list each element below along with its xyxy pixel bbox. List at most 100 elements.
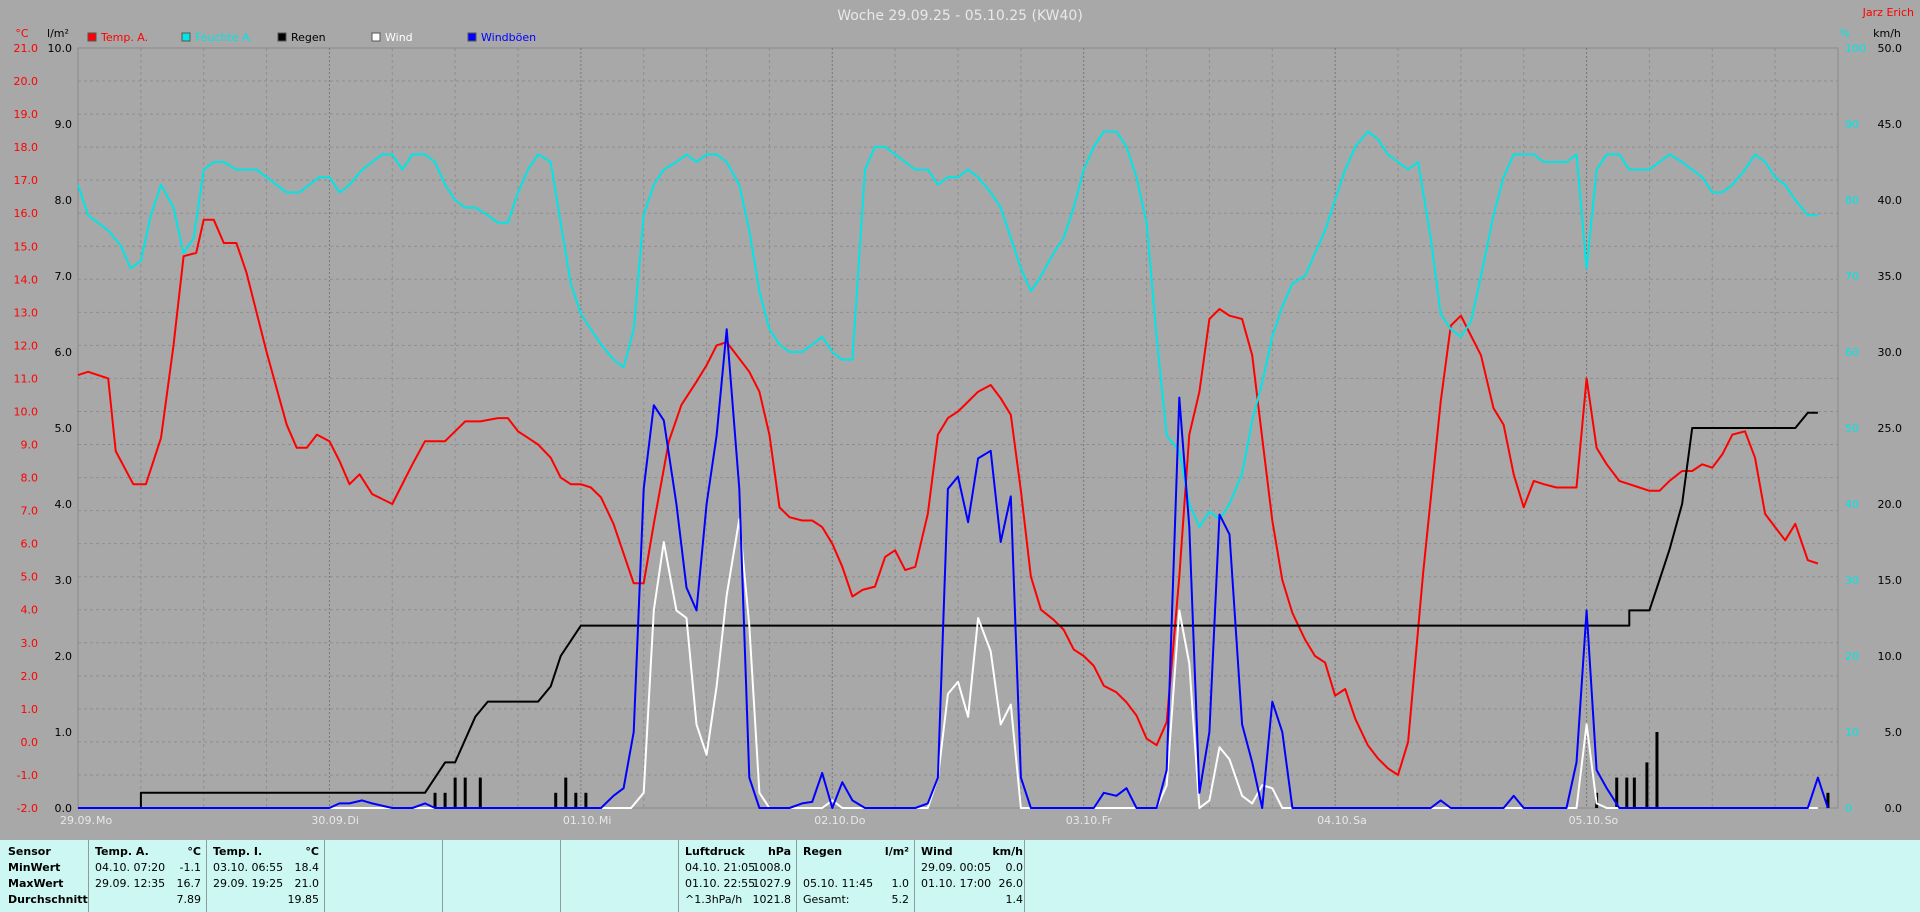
rain-tick-label: 3.0	[55, 574, 73, 587]
rain-max-value: 1.0	[891, 877, 910, 890]
author-label: Jarz Erich	[1862, 6, 1914, 19]
pressure-column: Luftdruck hPa 04.10. 21:05 1008.0 01.10.…	[678, 840, 797, 912]
x-tick-date: 05.10.	[1569, 814, 1604, 827]
wind-max-value: 26.0	[998, 877, 1024, 890]
temp-unit-label: °C	[15, 27, 29, 40]
temp-i-unit: °C	[305, 845, 319, 858]
wind-tick-label: 30.0	[1878, 346, 1903, 359]
temp-tick-label: 21.0	[14, 42, 39, 55]
rain-tick-label: 4.0	[55, 498, 73, 511]
pressure-max-value: 1027.9	[752, 877, 792, 890]
wind-avg-value: 1.4	[1005, 893, 1024, 906]
row-label-max: MaxWert	[8, 877, 64, 890]
pressure-header: Luftdruck	[685, 845, 745, 858]
wind-tick-label: 5.0	[1885, 726, 1903, 739]
x-tick-date: 04.10.	[1317, 814, 1352, 827]
legend-swatch	[371, 32, 381, 42]
rain-unit: l/m²	[884, 845, 909, 858]
x-tick-day: Sa	[1353, 814, 1367, 827]
empty-column-2	[442, 840, 561, 912]
wind-tick-label: 50.0	[1878, 42, 1903, 55]
wind-column: Wind km/h 29.09. 00:05 0.0 01.10. 17:00 …	[914, 840, 1025, 912]
wind-header: Wind	[921, 845, 953, 858]
temp-i-min-value: 18.4	[294, 861, 320, 874]
legend: Temp. A. Feuchte A. Regen Wind Windböen	[87, 31, 536, 44]
feuchte-a-line	[77, 130, 1818, 528]
rain-tick-label: 1.0	[55, 726, 73, 739]
temp-tick-label: 18.0	[14, 141, 39, 154]
wind-tick-label: 10.0	[1878, 650, 1903, 663]
rain-total-label: Gesamt:	[803, 893, 850, 906]
rain-tick-label: 2.0	[55, 650, 73, 663]
legend-swatch	[87, 32, 97, 42]
pressure-trend: ^1.3hPa/h	[685, 893, 743, 906]
wind-tick-label: 15.0	[1878, 574, 1903, 587]
temp-a-avg-value: 7.89	[176, 893, 202, 906]
temp-tick-label: 5.0	[21, 571, 39, 584]
temp-tick-label: 3.0	[21, 637, 39, 650]
legend-item: Feuchte A.	[181, 31, 253, 44]
x-tick-day: Fr	[1102, 814, 1113, 827]
x-tick-date: 29.09.	[60, 814, 95, 827]
wind-tick-label: 35.0	[1878, 270, 1903, 283]
temp-tick-label: 6.0	[21, 538, 39, 551]
stats-table: Sensor MinWert MaxWert Durchschnitt Temp…	[0, 840, 1920, 912]
series-layer	[77, 130, 1830, 809]
wind-unit-label: km/h	[1873, 27, 1901, 40]
empty-column-3	[560, 840, 679, 912]
temp-tick-label: 7.0	[21, 505, 39, 518]
temp-tick-label: 16.0	[14, 207, 39, 220]
temp-a-min-value: -1.1	[179, 861, 201, 874]
temp-a-column: Temp. A. °C 04.10. 07:20 -1.1 29.09. 12:…	[88, 840, 207, 912]
wind-tick-label: 0.0	[1885, 802, 1903, 815]
temp-tick-label: 8.0	[21, 472, 39, 485]
wind-max-time: 01.10. 17:00	[921, 877, 992, 890]
rain-column: Regen l/m² 05.10. 11:45 1.0 Gesamt: 5.2	[796, 840, 915, 912]
wind-tick-label: 40.0	[1878, 194, 1903, 207]
humidity-tick-label: 40	[1845, 498, 1859, 511]
humidity-tick-label: 0	[1845, 802, 1852, 815]
wind-min-time: 29.09. 00:05	[921, 861, 992, 874]
rain-max-time: 05.10. 11:45	[803, 877, 874, 890]
legend-item: Windböen	[467, 31, 536, 44]
chart-title: Woche 29.09.25 - 05.10.25 (KW40)	[837, 8, 1083, 24]
temp-tick-label: 0.0	[21, 736, 39, 749]
legend-label: Wind	[385, 31, 413, 44]
temp-tick-label: 14.0	[14, 273, 39, 286]
temp-i-column: Temp. I. °C 03.10. 06:55 18.4 29.09. 19:…	[206, 840, 325, 912]
rain-unit-label: l/m²	[47, 27, 69, 40]
x-tick-day: Di	[347, 814, 359, 827]
rain-total-value: 5.2	[891, 893, 910, 906]
legend-swatch	[467, 32, 477, 42]
legend-swatch	[181, 32, 191, 42]
temp-i-min-time: 03.10. 06:55	[213, 861, 284, 874]
rain-header: Regen	[803, 845, 843, 858]
weather-chart: Woche 29.09.25 - 05.10.25 (KW40) Jarz Er…	[0, 0, 1920, 840]
humidity-tick-label: 100	[1845, 42, 1866, 55]
chart-background	[0, 0, 1920, 840]
wind-tick-label: 20.0	[1878, 498, 1903, 511]
wind-line	[78, 518, 1818, 809]
empty-column-1	[324, 840, 443, 912]
legend-swatch	[277, 32, 287, 42]
temp-a-max-time: 29.09. 12:35	[95, 877, 166, 890]
x-tick-day: So	[1605, 814, 1619, 827]
temp-a-min-time: 04.10. 07:20	[95, 861, 166, 874]
x-tick-day: Mo	[96, 814, 112, 827]
rain-tick-label: 8.0	[55, 194, 73, 207]
x-tick-day: Do	[850, 814, 865, 827]
x-tick-date: 30.09.	[311, 814, 346, 827]
sensor-header: Sensor	[8, 845, 51, 858]
temp-tick-label: 19.0	[14, 108, 39, 121]
temp-tick-label: 9.0	[21, 439, 39, 452]
humidity-tick-label: 60	[1845, 346, 1859, 359]
rain-tick-label: 5.0	[55, 422, 73, 435]
rain-tick-label: 9.0	[55, 118, 73, 131]
temp-a-header: Temp. A.	[95, 845, 149, 858]
temp-tick-label: -1.0	[17, 769, 38, 782]
axes: -2.0 -1.0 0.0 1.0 2.0 3.0 4.0 5.0 6.0 7.0 8.0 9.0 10…	[14, 42, 1903, 827]
humidity-tick-label: 50	[1845, 422, 1859, 435]
pressure-min-time: 04.10. 21:05	[685, 861, 756, 874]
x-tick-day: Mi	[599, 814, 612, 827]
temp-a-line	[77, 218, 1819, 776]
